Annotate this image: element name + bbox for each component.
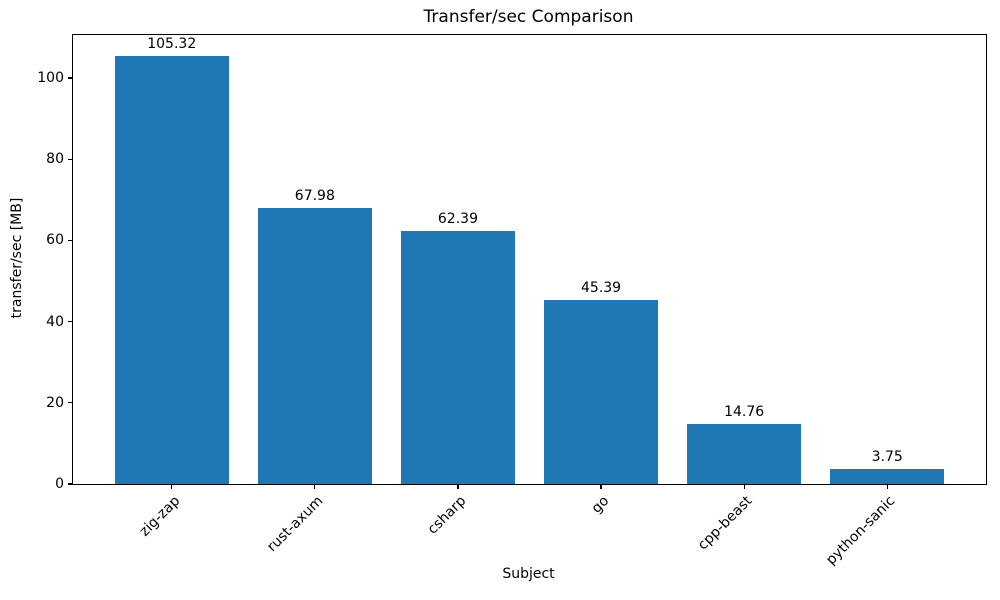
x-tick-mark: [457, 485, 459, 489]
x-tick-label-csharp: csharp: [424, 493, 470, 538]
y-axis-label: transfer/sec [MB]: [9, 197, 25, 319]
x-tick-label-go: go: [588, 493, 613, 517]
bar-value-label-csharp: 62.39: [437, 210, 478, 227]
x-tick-mark: [314, 485, 316, 489]
y-tick-mark: [68, 239, 72, 241]
x-tick-mark: [743, 485, 745, 489]
y-tick-label: 60: [46, 232, 64, 249]
bar-value-label-rust-axum: 67.98: [294, 187, 335, 204]
x-tick-label-rust-axum: rust-axum: [264, 493, 327, 556]
y-tick-mark: [68, 402, 72, 404]
y-tick-mark: [68, 158, 72, 160]
y-tick-mark: [68, 320, 72, 323]
x-tick-mark: [600, 485, 602, 489]
chart-title: Transfer/sec Comparison: [423, 7, 634, 27]
x-axis-label: Subject: [502, 566, 555, 582]
x-tick-mark: [171, 485, 173, 489]
x-tick-label-cpp-beast: cpp-beast: [695, 493, 756, 554]
x-tick-mark: [886, 485, 888, 489]
bar-cpp-beast: [686, 424, 802, 484]
y-tick-mark: [68, 77, 72, 79]
x-tick-label-zig-zap: zig-zap: [136, 493, 184, 540]
bar-csharp: [400, 230, 516, 484]
bar-zig-zap: [114, 56, 229, 484]
bar-value-label-python-sanic: 3.75: [871, 448, 903, 465]
bar-python-sanic: [830, 468, 945, 484]
bar-value-label-cpp-beast: 14.76: [724, 404, 765, 421]
y-tick-label: 0: [55, 476, 64, 492]
bar-value-label-zig-zap: 105.32: [147, 36, 197, 53]
y-tick-mark: [68, 483, 72, 485]
y-tick-label: 100: [37, 69, 64, 86]
y-tick-label: 40: [46, 313, 64, 330]
y-tick-label: 80: [46, 151, 64, 168]
plot-area: 0 20 40 60 80 100 105.32 zig-zap 67.98 rust-axum 6…: [37, 34, 987, 568]
bar-value-label-go: 45.39: [581, 279, 622, 296]
bar-rust-axum: [257, 208, 373, 484]
x-tick-label-python-sanic: python-sanic: [823, 493, 899, 569]
bar-go: [543, 299, 659, 484]
y-tick-label: 20: [46, 394, 64, 411]
